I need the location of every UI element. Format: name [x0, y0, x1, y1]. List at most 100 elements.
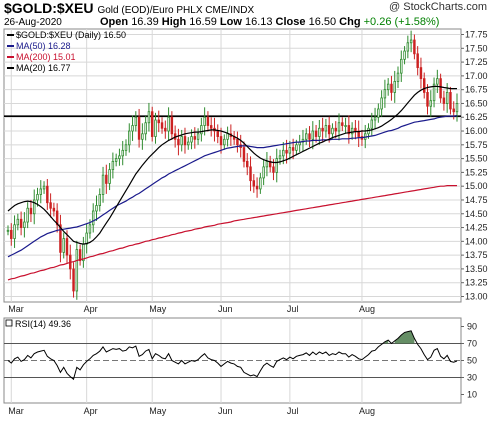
rsi-x-tick-label: Jun	[218, 406, 233, 416]
price-candle	[354, 127, 357, 132]
price-candle	[318, 127, 321, 137]
legend-ma-2: MA(20) 16.77	[16, 63, 71, 73]
price-candle	[200, 125, 203, 135]
price-candle	[383, 89, 387, 99]
ohlc-readout: Open 16.39 High 16.59 Low 16.13 Close 16…	[100, 16, 439, 28]
price-candle	[111, 160, 115, 171]
moving-average-line-1	[7, 185, 457, 281]
rsi-x-tick-label: Aug	[359, 406, 375, 416]
price-candle	[390, 83, 393, 93]
price-candle	[19, 218, 23, 228]
price-candle	[105, 174, 108, 184]
price-candle	[42, 185, 46, 190]
rsi-y-tick-label: 30	[467, 373, 477, 383]
rsi-legend-label: RSI(14) 49.36	[15, 319, 71, 329]
price-candle	[409, 39, 413, 44]
price-candle	[10, 229, 13, 239]
price-candle	[187, 141, 190, 146]
price-y-tick-label: 17.25	[465, 57, 488, 67]
price-candle	[295, 144, 298, 151]
price-candle	[249, 166, 252, 182]
open-value: 16.39	[131, 16, 159, 28]
price-x-tick-label: Jun	[218, 304, 233, 314]
price-x-tick-label: Mar	[8, 304, 24, 314]
price-candle	[114, 158, 118, 162]
price-candle	[288, 147, 292, 154]
price-candle	[196, 133, 200, 140]
price-candle	[78, 249, 82, 262]
price-y-tick-label: 15.50	[465, 154, 488, 164]
open-label: Open	[100, 16, 129, 28]
price-candle	[259, 177, 262, 190]
price-candle	[445, 92, 449, 104]
price-candle	[101, 174, 105, 195]
chg-label: Chg	[339, 16, 361, 28]
price-y-tick-label: 16.00	[465, 126, 488, 136]
price-panel-frame	[3, 28, 462, 303]
price-candle	[416, 53, 419, 69]
price-candle	[321, 127, 324, 132]
price-candle	[206, 116, 210, 126]
rsi-y-tick-label: 50	[467, 356, 477, 366]
price-candle	[432, 83, 436, 102]
chart-symbol-title: $GOLD:$XEU Gold (EOD)/Euro PHLX CME/INDX	[4, 0, 255, 16]
rsi-legend-checkbox	[5, 319, 13, 327]
price-candle	[177, 138, 180, 146]
price-candle	[255, 185, 259, 190]
price-y-tick-label: 13.50	[465, 264, 488, 274]
price-candle	[209, 125, 213, 129]
price-candle	[88, 224, 92, 234]
price-candle	[442, 97, 446, 104]
price-candle	[311, 130, 315, 140]
price-candle	[331, 127, 334, 135]
price-candle	[278, 155, 282, 160]
price-candle	[439, 78, 442, 99]
low-label: Low	[219, 16, 242, 28]
price-candle	[154, 119, 157, 137]
price-candle	[334, 127, 337, 132]
stockcharts-credit: @ StockCharts.com	[389, 1, 487, 13]
price-candle	[98, 194, 101, 206]
legend-ma-0: MA(50) 16.28	[16, 41, 71, 51]
close-value: 16.50	[308, 16, 337, 28]
price-y-tick-label: 14.75	[465, 195, 488, 205]
price-candle	[72, 268, 75, 292]
price-candle	[400, 58, 403, 74]
moving-average-line-2	[7, 85, 457, 245]
rsi-overbought-fill	[394, 330, 415, 344]
price-candle	[377, 108, 380, 118]
price-y-tick-label: 14.50	[465, 209, 488, 219]
price-candle	[308, 133, 311, 140]
price-candle	[190, 136, 193, 143]
price-y-tick-label: 17.50	[465, 43, 488, 53]
rsi-x-tick-label: Apr	[84, 406, 98, 416]
price-candle	[449, 92, 452, 110]
price-candle	[252, 180, 256, 187]
price-candle	[147, 111, 151, 124]
price-candle	[386, 83, 390, 91]
legend-ma-1: MA(200) 15.01	[16, 52, 76, 62]
price-candle	[272, 166, 275, 173]
price-candle	[59, 224, 62, 253]
price-candle	[124, 144, 128, 151]
price-candle	[157, 119, 160, 124]
price-candle	[150, 111, 154, 137]
price-candle	[141, 133, 144, 140]
price-candle	[26, 207, 29, 223]
price-candle	[347, 125, 351, 135]
price-x-tick-label: Apr	[84, 304, 98, 314]
price-candle	[396, 72, 400, 82]
price-candle	[406, 42, 410, 52]
moving-average-line-0	[7, 115, 458, 258]
price-candle	[262, 166, 265, 179]
price-candle	[436, 78, 439, 85]
legend-main-series: $GOLD:$XEU (Daily) 16.50	[16, 30, 126, 40]
rsi-x-tick-label: Mar	[8, 406, 24, 416]
price-y-tick-label: 14.00	[465, 236, 488, 246]
price-candle	[32, 199, 36, 215]
price-candle	[16, 218, 20, 226]
price-candle	[170, 116, 174, 135]
price-candle	[82, 243, 85, 262]
price-candle	[183, 136, 187, 146]
price-candle	[193, 136, 197, 140]
